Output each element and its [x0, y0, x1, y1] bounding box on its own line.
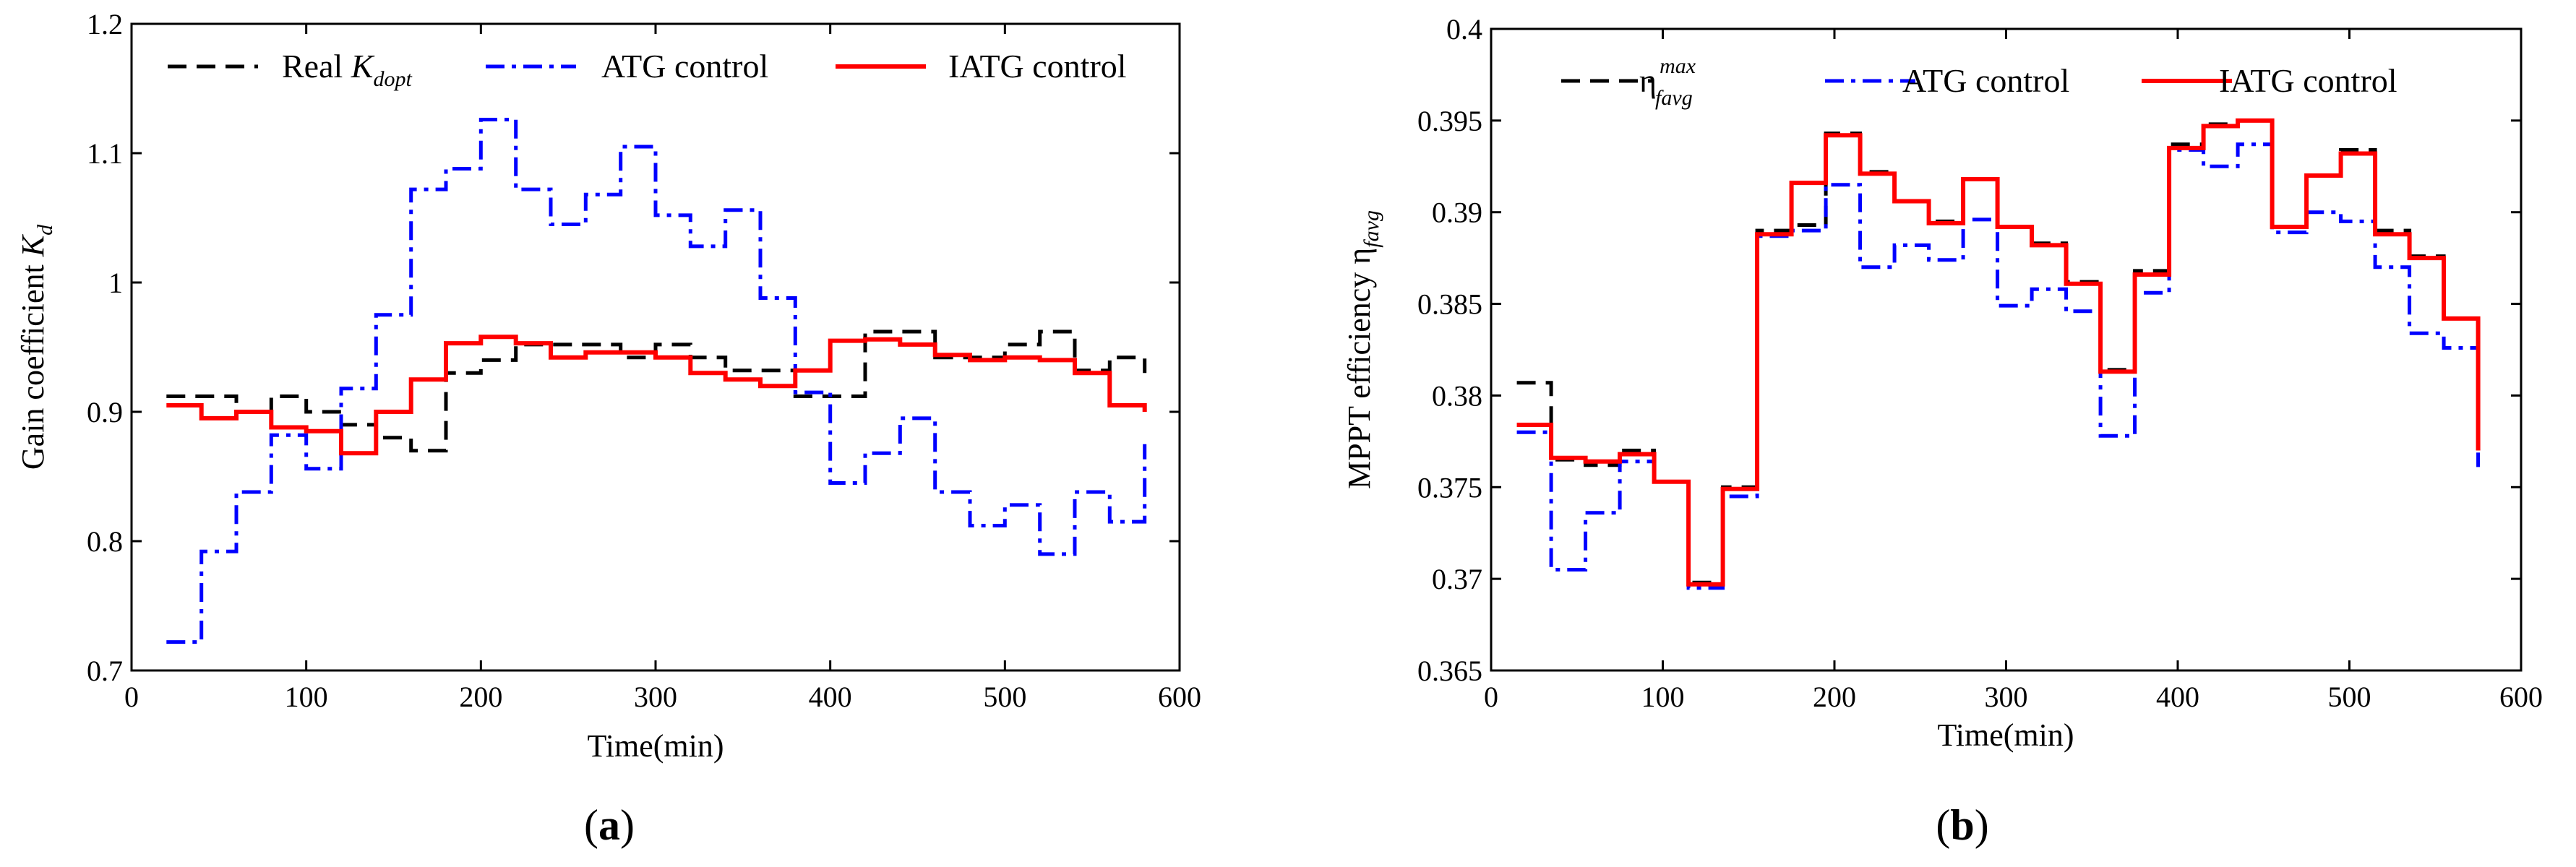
panel-label: (b): [1936, 801, 1988, 849]
x-tick-label: 0: [124, 681, 139, 713]
x-tick-label: 200: [459, 681, 502, 713]
y-axis-label: MPPT efficiency ηfavg: [1341, 210, 1383, 489]
chart-panel-b: 0 100 200 300 400 500 600 0.365 0.37 0.375 0.38 0.3…: [1341, 13, 2543, 849]
y-tick-label: 1: [108, 267, 123, 299]
x-tick-label: 600: [1158, 681, 1201, 713]
y-tick-label: 0.37: [1432, 563, 1482, 595]
x-tick-label: 500: [2328, 681, 2371, 713]
legend-entry: Real Kdopt: [282, 48, 412, 91]
y-axis-label: Gain coefficient Kd: [15, 224, 57, 470]
y-tick-label: 0.365: [1417, 655, 1482, 687]
plot-frame: [1490, 27, 2523, 672]
y-tick-label: 0.7: [87, 655, 123, 687]
series-line-iatg-control: [166, 335, 1147, 456]
y-tick-label: 1.1: [87, 137, 123, 170]
x-tick-label: 300: [1985, 681, 2028, 713]
y-tick-label: 0.38: [1432, 379, 1482, 412]
x-tick-label: 0: [1484, 681, 1498, 713]
legend-entry: η max favg: [1639, 54, 1696, 110]
chart-panel-a: 0 100 200 300 400 500 600 0.7 0.8 0.9 1 1.1 1.2 Real …: [15, 8, 1201, 849]
x-tick-label: 500: [983, 681, 1026, 713]
legend-entry: IATG control: [948, 48, 1127, 85]
x-tick-label: 300: [634, 681, 677, 713]
y-tick-label: 0.4: [1446, 13, 1482, 46]
legend-entry: IATG control: [2219, 62, 2397, 99]
panel-label: (a): [584, 801, 635, 849]
y-tick-label: 0.375: [1417, 471, 1482, 504]
y-tick-label: 0.8: [87, 525, 123, 558]
x-axis-label: Time(min): [1937, 717, 2074, 753]
x-axis-label: Time(min): [587, 728, 724, 764]
series-line-atg-control: [166, 118, 1147, 644]
x-tick-label: 400: [2156, 681, 2199, 713]
legend-entry: ATG control: [601, 48, 768, 85]
x-tick-label: 100: [1641, 681, 1685, 713]
x-tick-label: 400: [809, 681, 852, 713]
y-tick-label: 0.395: [1417, 105, 1482, 137]
y-tick-label: 0.9: [87, 396, 123, 428]
y-tick-label: 0.39: [1432, 197, 1482, 229]
series-line-iatg-control: [1516, 118, 2481, 587]
y-tick-label: 1.2: [87, 8, 123, 40]
x-tick-label: 200: [1813, 681, 1856, 713]
x-tick-label: 600: [2499, 681, 2543, 713]
x-tick-label: 100: [285, 681, 328, 713]
y-tick-label: 0.385: [1417, 288, 1482, 321]
legend-entry: ATG control: [1902, 62, 2069, 99]
